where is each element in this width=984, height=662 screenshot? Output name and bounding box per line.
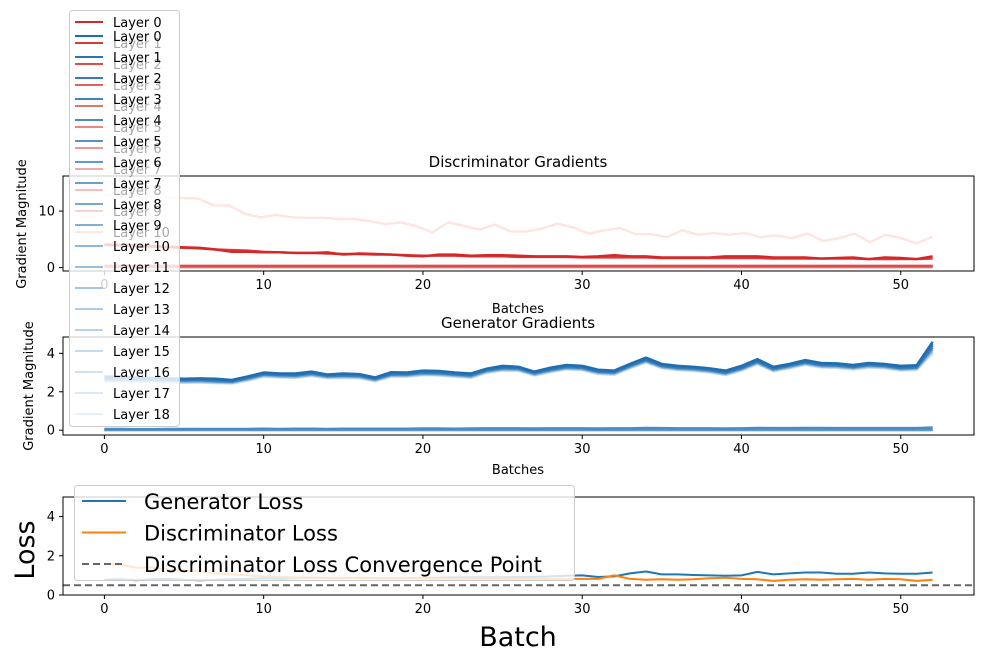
legend-label: Layer 16 <box>113 366 170 381</box>
generator-gradients-panel: Generator Gradients 0 10 20 30 40 50 0 2 4 Batch… <box>22 314 975 478</box>
x-tick-label: 40 <box>733 442 750 457</box>
legend-label: Layer 10 <box>113 226 170 241</box>
legend-label: Layer 5 <box>113 121 162 136</box>
chart-title: Generator Gradients <box>441 314 595 332</box>
legend-label: Layer 2 <box>113 72 162 87</box>
x-tick-label: 50 <box>892 442 909 457</box>
legend-label: Layer 3 <box>113 93 162 108</box>
legend-label: Layer 0 <box>113 30 162 45</box>
legend-label: Layer 14 <box>113 324 170 339</box>
x-tick-label: 30 <box>574 278 591 293</box>
y-axis-label: Loss <box>10 520 41 579</box>
y-axis-label: Gradient Magnitude <box>22 321 37 451</box>
legend-label: Layer 1 <box>113 37 162 52</box>
legend-label: Layer 9 <box>113 219 162 234</box>
legend-label: Layer 12 <box>113 282 170 297</box>
y-tick-label: 4 <box>47 510 55 525</box>
series-line-11 <box>104 194 934 245</box>
legend-label: Layer 13 <box>113 303 170 318</box>
legend-label: Layer 8 <box>113 198 162 213</box>
legend-label: Discriminator Loss <box>144 522 338 546</box>
y-tick-label: 0 <box>47 261 55 276</box>
generator-plot-area <box>104 341 934 432</box>
loss-legend: Generator Loss Discriminator Loss Discrimi… <box>74 485 575 581</box>
series-line-1 <box>104 341 934 382</box>
y-tick-label: 2 <box>47 385 55 400</box>
legend-label: Layer 11 <box>113 261 170 276</box>
legend-label: Generator Loss <box>144 490 303 514</box>
series-line-1 <box>104 243 933 261</box>
legend-label: Layer 2 <box>113 58 162 73</box>
legend-label: Layer 7 <box>113 163 162 178</box>
legend-label: Layer 9 <box>113 205 162 220</box>
legend-label: Layer 3 <box>113 79 162 94</box>
axes-frame <box>62 175 975 272</box>
legend-box <box>74 485 575 581</box>
y-tick-label: 10 <box>38 205 55 220</box>
generator-ticks: 0 10 20 30 40 50 0 2 4 <box>47 347 909 457</box>
x-tick-label: 20 <box>415 602 432 617</box>
x-tick-label: 40 <box>733 278 750 293</box>
legend-label: Layer 4 <box>113 114 162 129</box>
x-axis-label: Batches <box>492 302 544 317</box>
legend-label: Layer 7 <box>113 177 162 192</box>
y-tick-label: 2 <box>47 549 55 564</box>
series-line-5 <box>104 426 933 431</box>
x-tick-label: 30 <box>574 442 591 457</box>
series-group <box>104 194 934 269</box>
y-tick-label: 0 <box>47 589 55 604</box>
legend-label: Discriminator Loss Convergence Point <box>144 553 542 577</box>
legend-label: Layer 1 <box>113 51 162 66</box>
x-tick-label: 50 <box>892 278 909 293</box>
y-axis-label: Gradient Magnitude <box>15 159 30 289</box>
x-tick-label: 10 <box>255 602 272 617</box>
x-tick-label: 0 <box>100 602 108 617</box>
legend-label: Layer 8 <box>113 184 162 199</box>
legend-label: Layer 18 <box>113 408 170 423</box>
x-tick-label: 20 <box>415 278 432 293</box>
x-tick-label: 10 <box>255 278 272 293</box>
legend-label: Layer 6 <box>113 142 162 157</box>
chart-title: Discriminator Gradients <box>429 153 608 171</box>
legend-label: Layer 4 <box>113 100 162 115</box>
legend-label: Layer 5 <box>113 135 162 150</box>
legend-label: Layer 17 <box>113 387 170 402</box>
x-tick-label: 10 <box>255 442 272 457</box>
loss-ticks: 0 10 20 30 40 50 0 2 4 <box>47 510 909 617</box>
y-tick-label: 4 <box>47 347 55 362</box>
legend-box <box>69 10 180 427</box>
x-tick-label: 30 <box>574 602 591 617</box>
y-tick-label: 0 <box>47 424 55 439</box>
legend-label: Layer 15 <box>113 345 170 360</box>
series-line-3 <box>104 344 934 383</box>
legend-label: Layer 0 <box>113 16 162 31</box>
axes-frame <box>62 336 975 436</box>
discriminator-plot-area <box>104 194 934 269</box>
series-group <box>104 341 934 432</box>
legend-label: Layer 10 <box>113 240 170 255</box>
x-tick-label: 40 <box>733 602 750 617</box>
x-tick-label: 20 <box>415 442 432 457</box>
x-tick-label: 0 <box>100 442 108 457</box>
x-axis-label: Batch <box>479 622 557 653</box>
x-tick-label: 50 <box>892 602 909 617</box>
x-axis-label: Batches <box>492 463 544 478</box>
legend-label: Layer 6 <box>113 156 162 171</box>
series-line-2 <box>104 343 934 382</box>
